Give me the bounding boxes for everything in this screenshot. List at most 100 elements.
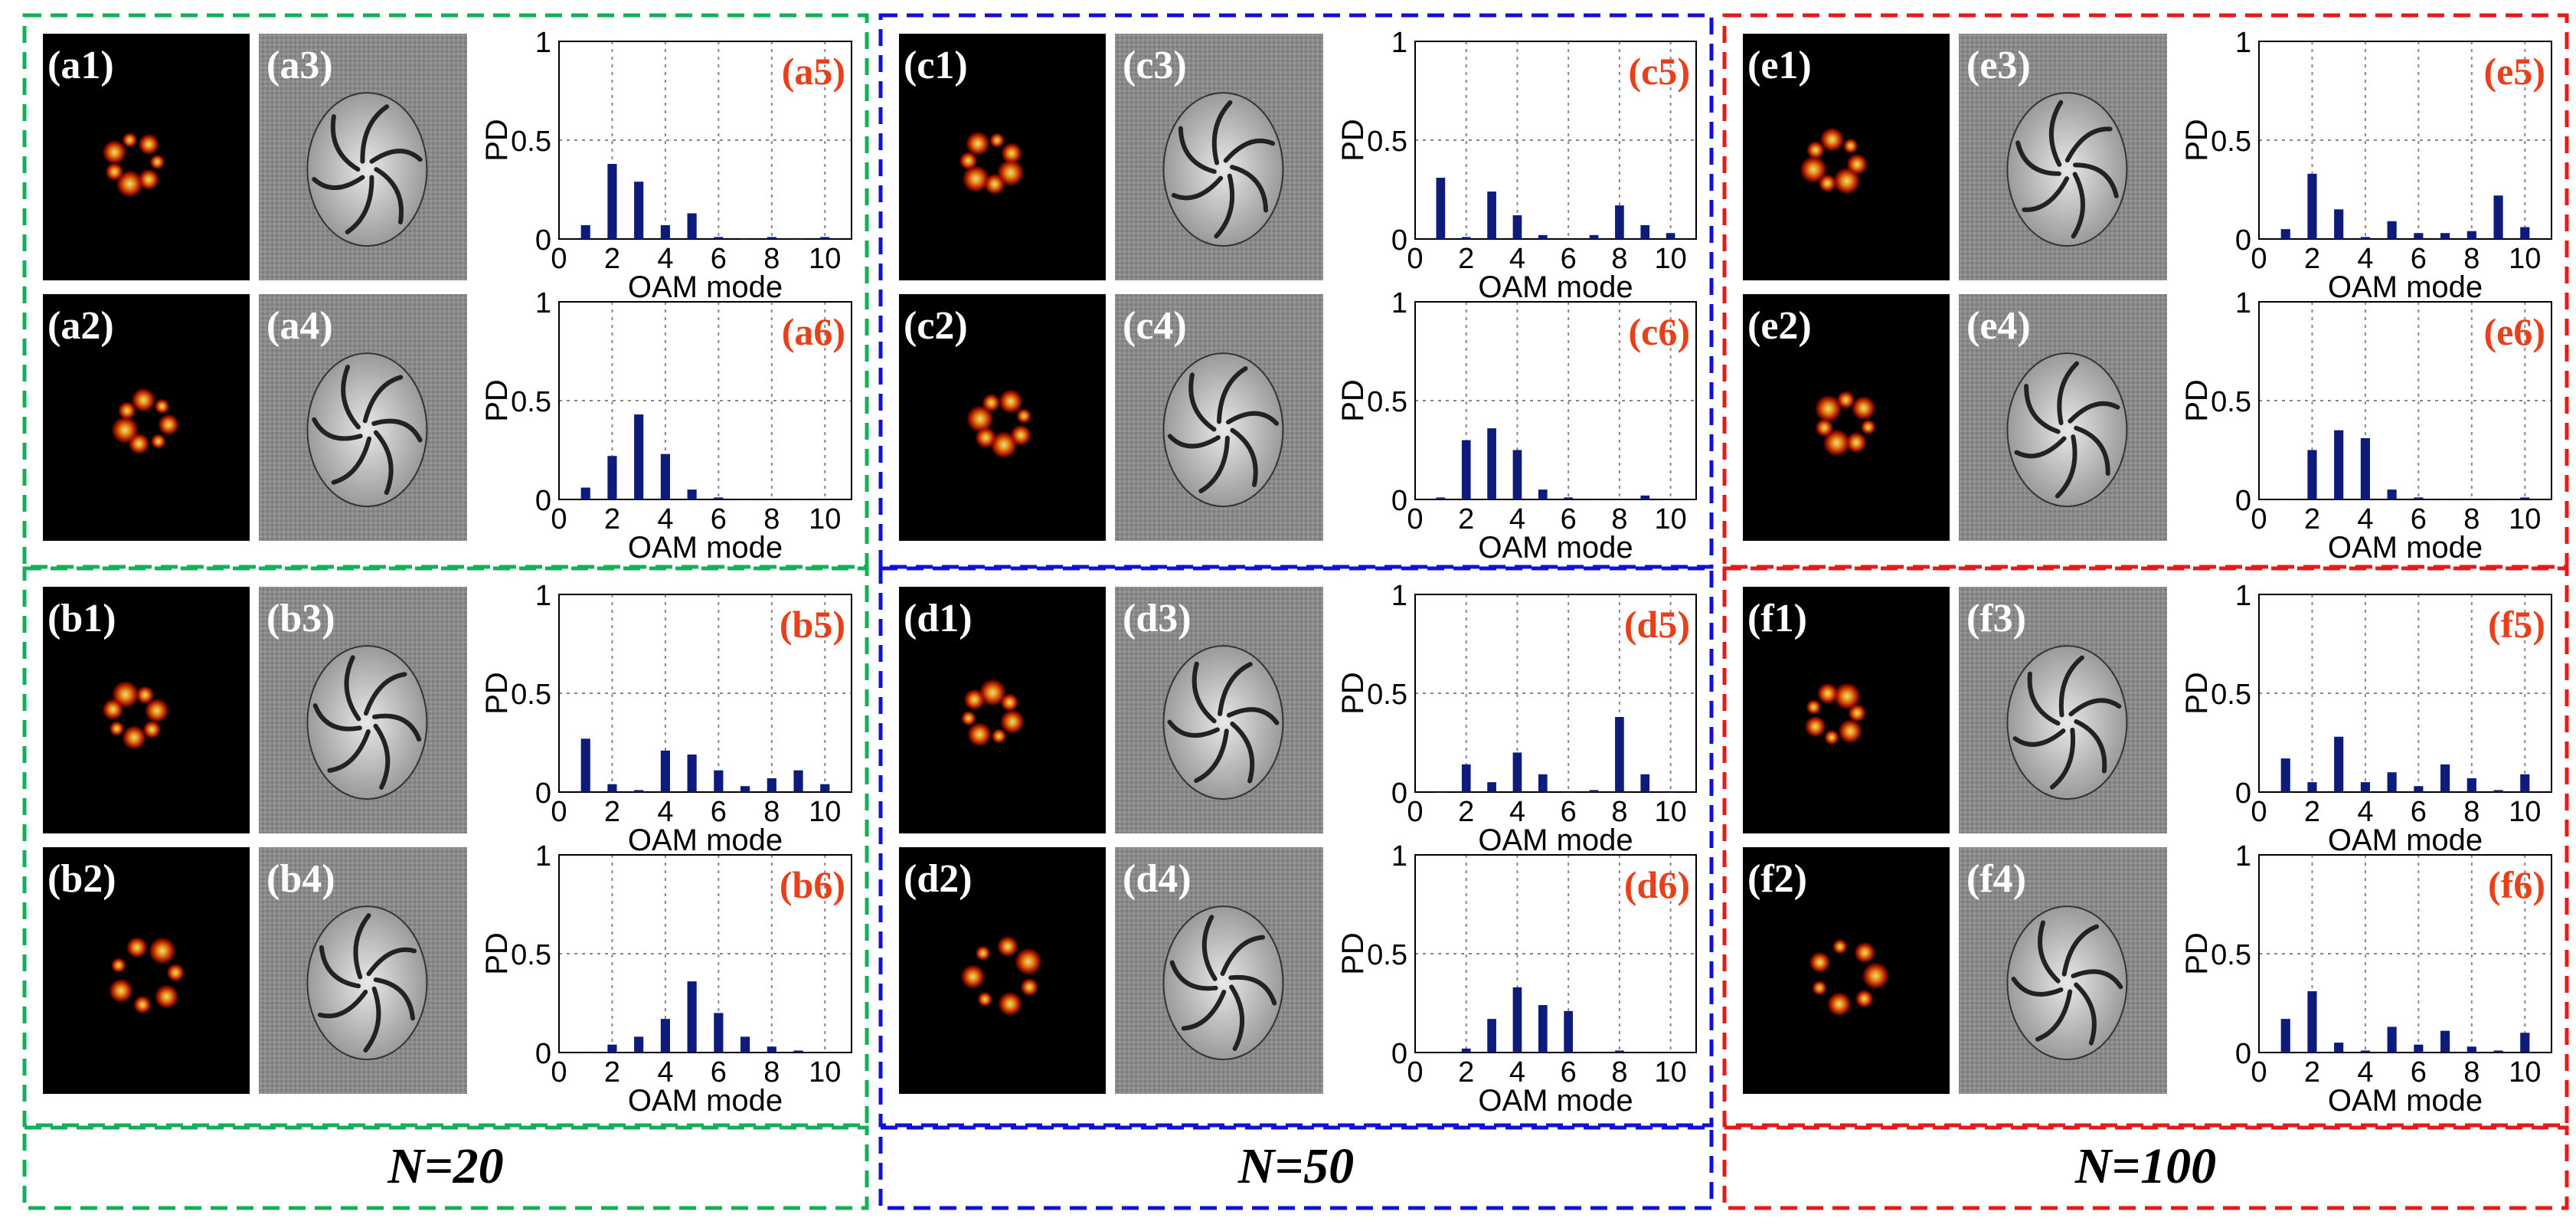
plot-area [2258,301,2552,500]
phase-swirl [1230,427,1258,487]
y-tick-label: 0 [535,224,551,257]
speckle-spot [1000,709,1025,735]
x-tick-label: 6 [2411,1056,2427,1089]
n-label-frame [878,1125,1714,1210]
x-tick-label: 4 [1509,243,1525,275]
phase-swirl [1218,662,1253,716]
x-tick-label: 2 [1458,1056,1474,1089]
speckle-spot [962,165,990,193]
phase-pattern [2006,352,2128,508]
x-tick-label: 10 [809,243,841,275]
phase-swirl [373,723,391,790]
bar [1461,764,1471,792]
bar [687,213,697,239]
bar [1512,215,1522,239]
phase-label: (c3) [1123,44,1187,87]
phase-label: (e4) [1966,304,2031,348]
y-tick-label: 0 [1391,778,1407,810]
y-tick-label: 1 [535,287,551,319]
phase-label: (e3) [1966,44,2031,87]
phase-label: (f4) [1966,857,2026,901]
bar [634,790,644,792]
speckle-spot [1815,418,1834,437]
plot-area [2258,594,2552,793]
phase-swirl [373,977,416,1021]
bar [1666,233,1675,239]
bar [607,163,617,239]
speckle-spot [1809,951,1831,974]
bar [767,1046,776,1053]
speckle-spot [1854,941,1876,964]
bar [2307,173,2317,239]
speckle-spot [1851,395,1876,421]
bar [2360,782,2370,792]
phase-swirl [1230,165,1269,213]
x-axis-label: OAM mode [628,270,783,304]
n-value-label: N=100 [2074,1138,2216,1194]
y-tick-label: 0.5 [511,386,551,418]
x-tick-label: 10 [2509,796,2541,828]
chart-panel-label: (b6) [780,863,845,906]
bar [2493,195,2503,239]
y-tick-label: 0.5 [1367,126,1407,158]
x-tick-label: 0 [1407,243,1423,275]
phase-label: (c4) [1123,304,1187,348]
chart-panel-label: (d5) [1624,603,1690,646]
bar [1512,450,1522,499]
bar [1640,774,1650,792]
speckle-spot [133,995,152,1014]
bar [1564,792,1574,793]
group-frame [1722,566,2569,1128]
speckle-spot [959,151,978,170]
x-tick-label: 4 [657,503,673,535]
y-tick-label: 0 [2235,224,2251,257]
bar [1666,499,1675,500]
x-axis-label: OAM mode [2328,1084,2483,1118]
bar [2334,736,2344,792]
speckle-spot [149,937,177,965]
chart-panel-label: (f6) [2488,863,2545,906]
chart-panel-label: (c5) [1629,50,1691,93]
speckle-spot [111,680,139,709]
phase-swirl [1169,960,1218,991]
speckle-spot [111,416,139,444]
bar [1487,428,1496,499]
y-tick-label: 1 [2235,840,2251,873]
chart-panel-label: (a5) [782,50,845,93]
bar [1615,499,1624,500]
bar [2387,489,2397,499]
x-tick-label: 10 [809,796,841,828]
x-tick-label: 0 [1407,1056,1423,1089]
x-tick-label: 8 [2463,503,2480,535]
x-tick-label: 10 [2509,503,2541,535]
x-tick-label: 0 [2251,1056,2267,1089]
phase-swirl [312,417,363,441]
y-axis-label: PD [480,932,514,975]
speckle-spot [122,725,147,750]
phase-swirl [2024,384,2061,434]
speckle-spot [1822,429,1851,457]
phase-swirl [1167,719,1220,738]
bar [793,1050,803,1053]
x-tick-label: 4 [2357,796,2373,828]
bar [660,750,670,792]
bar [1487,782,1496,792]
speckle-spot [136,686,155,705]
x-tick-label: 2 [604,243,620,275]
y-axis-label: PD [2180,119,2214,162]
bar [1564,1010,1574,1053]
phase-swirl [1167,434,1221,449]
phase-pattern [1162,92,1284,247]
chart-panel-label: (c6) [1629,310,1691,353]
intensity-label: (c2) [904,304,968,348]
bar [2280,229,2290,239]
speckle-spot [1824,729,1840,745]
y-tick-label: 0.5 [2211,386,2251,418]
phase-swirl [2055,434,2077,499]
bar [1436,497,1446,499]
bar [634,182,644,239]
